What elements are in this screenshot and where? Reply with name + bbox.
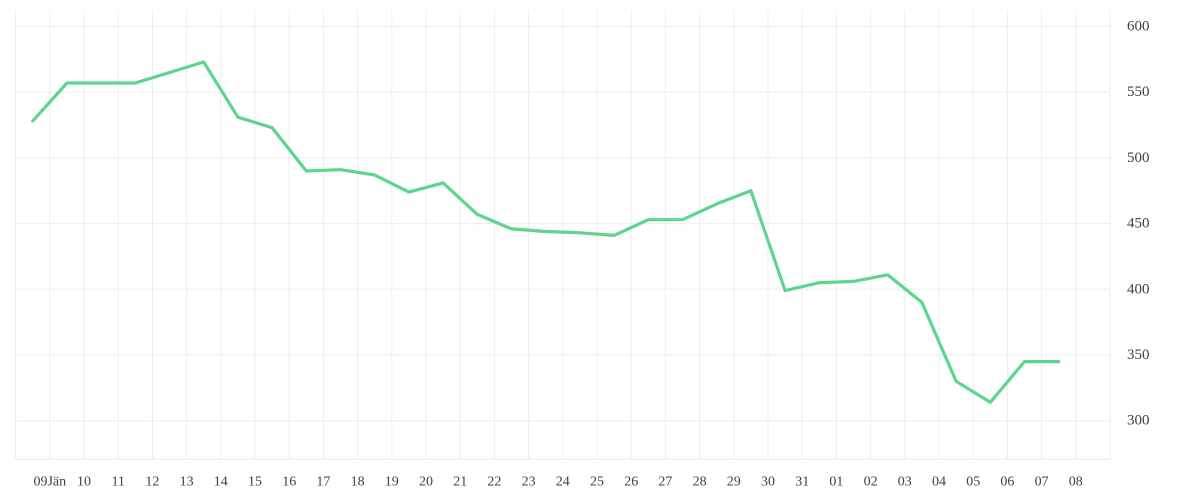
x-tick-label: 19 — [385, 475, 399, 490]
x-tick-label: 15 — [248, 475, 262, 490]
x-tick-label: 21 — [453, 475, 467, 490]
y-tick-label: 350 — [1127, 347, 1150, 363]
x-tick-label: 08 — [1069, 475, 1083, 490]
x-tick-label: 03 — [898, 475, 912, 490]
y-tick-label: 600 — [1127, 19, 1150, 35]
x-tick-label: 07 — [1035, 475, 1049, 490]
price-line-series — [31, 60, 1061, 404]
x-tick-label: 31 — [795, 475, 809, 490]
y-tick-label: 550 — [1127, 84, 1150, 100]
x-tick-label: 25 — [590, 475, 604, 490]
x-tick-label: 16 — [282, 475, 296, 490]
x-tick-label: 02 — [864, 475, 878, 490]
horizontal-gridlines — [15, 26, 1110, 422]
x-tick-label: 13 — [180, 475, 194, 490]
x-tick-label: 22 — [487, 475, 501, 490]
x-tick-label: 11 — [111, 475, 124, 490]
x-tick-label: 20 — [419, 475, 433, 490]
x-tick-label: 30 — [761, 475, 775, 490]
x-tick-label: 27 — [658, 475, 672, 490]
y-axis-tick-labels: 300 350 400 450 500 550 600 — [1127, 19, 1150, 429]
x-tick-label: 06 — [1000, 475, 1014, 490]
x-tick-label: 17 — [316, 475, 330, 490]
x-tick-label: 18 — [351, 475, 365, 490]
x-tick-label: 29 — [727, 475, 741, 490]
x-tick-label: 24 — [556, 475, 570, 490]
x-tick-label: 01 — [829, 475, 843, 490]
x-tick-label: 23 — [522, 475, 536, 490]
x-axis-tick-labels: 09Jän 10 11 12 13 14 15 16 17 18 19 20 21 22 23 24 25 26 2… — [33, 475, 1082, 490]
x-tick-label: 04 — [932, 475, 946, 490]
x-tick-label: 12 — [145, 475, 159, 490]
x-tick-label: 28 — [693, 475, 707, 490]
y-tick-label: 400 — [1127, 281, 1150, 297]
x-tick-label: 26 — [624, 475, 638, 490]
y-tick-label: 450 — [1127, 216, 1150, 232]
y-tick-label: 500 — [1127, 150, 1150, 166]
y-tick-label: 300 — [1127, 413, 1150, 429]
x-tick-label: 09Jän — [33, 475, 66, 490]
x-tick-label: 05 — [966, 475, 980, 490]
x-tick-label: 14 — [214, 475, 228, 490]
x-tick-label: 10 — [77, 475, 91, 490]
